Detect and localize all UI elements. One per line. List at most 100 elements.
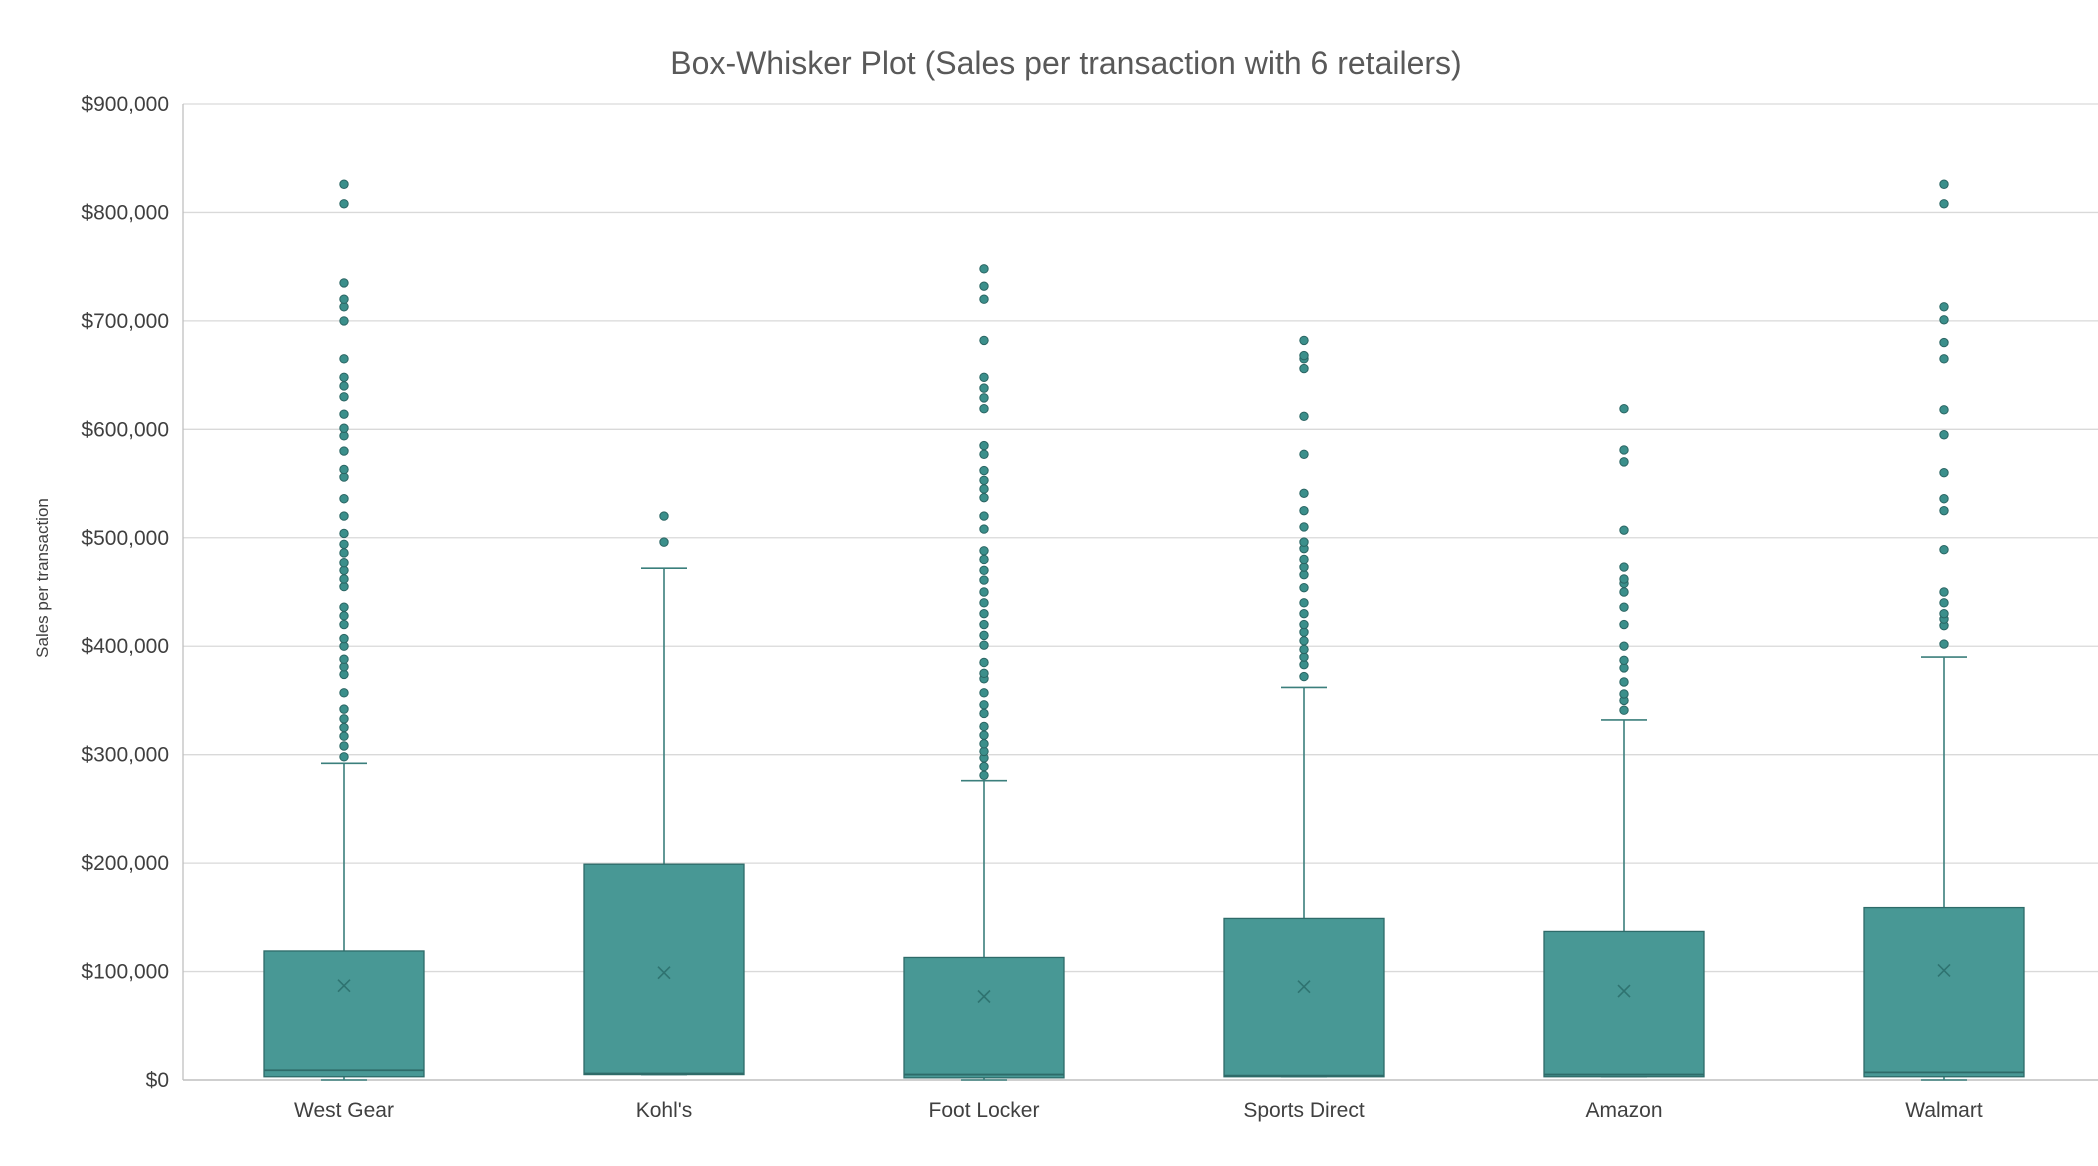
outlier-point	[1939, 608, 1949, 619]
outlier-point	[1299, 363, 1309, 374]
box-iqr	[1223, 917, 1385, 1078]
outlier-point	[1619, 619, 1629, 630]
outlier-point	[1939, 199, 1949, 209]
outlier-point	[659, 511, 669, 521]
y-tick-label: $800,000	[81, 201, 169, 224]
outlier-point	[1299, 619, 1309, 630]
outlier-point	[339, 654, 349, 664]
x-tick-label: Walmart	[1905, 1099, 1983, 1122]
outlier-point	[979, 465, 989, 476]
mean-marker	[657, 966, 671, 980]
outlier-point	[1299, 644, 1309, 655]
outlier-point	[1939, 315, 1949, 325]
outlier-point	[1299, 636, 1309, 646]
mean-marker	[1617, 984, 1631, 998]
x-tick-label: Sports Direct	[1243, 1099, 1365, 1122]
y-tick-label: $300,000	[81, 744, 169, 767]
outlier-point	[339, 316, 349, 326]
chart-title: Box-Whisker Plot (Sales per transaction …	[670, 45, 1461, 81]
outlier-point	[339, 619, 349, 630]
y-tick-label: $0	[146, 1069, 169, 1092]
outlier-point	[979, 721, 989, 732]
outlier-point	[339, 381, 349, 391]
outlier-point	[979, 404, 989, 414]
outlier-point	[1619, 574, 1629, 584]
outlier-point	[979, 281, 989, 291]
outlier-point	[979, 657, 989, 668]
outlier-point	[979, 730, 989, 740]
outlier-point	[979, 393, 989, 403]
mean-marker	[1937, 963, 1951, 978]
outlier-point	[1939, 179, 1949, 189]
outlier-point	[979, 524, 989, 534]
outlier-point	[1939, 354, 1949, 364]
outlier-point	[339, 511, 349, 521]
outlier-point	[979, 608, 989, 619]
outlier-point	[1299, 582, 1309, 593]
outlier-point	[339, 278, 349, 288]
y-axis-title: Sales per transaction	[33, 498, 52, 658]
box-series-5	[1863, 179, 2025, 1081]
outlier-point	[1299, 449, 1309, 459]
outlier-point	[339, 688, 349, 698]
outlier-point	[1619, 525, 1629, 535]
outlier-point	[339, 179, 349, 189]
outlier-point	[339, 741, 349, 751]
outlier-point	[339, 558, 349, 568]
box-series-4	[1543, 404, 1705, 1078]
outlier-point	[1619, 562, 1629, 572]
outlier-point	[979, 739, 989, 749]
x-tick-label: West Gear	[294, 1099, 394, 1122]
axes	[182, 104, 2098, 1081]
outlier-point	[979, 372, 989, 382]
outlier-point	[1299, 488, 1309, 499]
outlier-point	[339, 494, 349, 504]
outlier-point	[339, 464, 349, 475]
box-iqr	[1863, 906, 2025, 1078]
outlier-point	[339, 548, 349, 558]
mean-marker	[1297, 980, 1311, 994]
box-iqr	[583, 863, 745, 1076]
outlier-point	[979, 383, 989, 393]
outlier-point	[979, 770, 989, 780]
outlier-point	[1619, 689, 1629, 699]
outlier-point	[979, 440, 989, 451]
y-tick-label: $200,000	[81, 852, 169, 875]
outlier-point	[979, 587, 989, 597]
outlier-point	[979, 598, 989, 608]
outlier-point	[1299, 537, 1309, 547]
box-iqr	[263, 950, 425, 1078]
outlier-point	[339, 722, 349, 733]
y-tick-label: $400,000	[81, 635, 169, 658]
outlier-point	[1619, 457, 1629, 467]
outlier-point	[339, 602, 349, 612]
outlier-point	[339, 409, 349, 419]
outlier-point	[979, 619, 989, 630]
outlier-point	[339, 752, 349, 762]
outlier-point	[979, 700, 989, 710]
box-iqr	[1543, 930, 1705, 1078]
outlier-point	[1939, 598, 1949, 608]
y-axis-ticks: $0 $100,000 $200,000 $300,000 $400,000 $500,0…	[81, 93, 169, 1092]
outlier-point	[339, 199, 349, 209]
outlier-point	[1619, 655, 1629, 666]
outlier-point	[979, 511, 989, 521]
y-tick-label: $900,000	[81, 93, 169, 116]
outlier-point	[1299, 350, 1309, 361]
outlier-point	[339, 714, 349, 724]
outlier-point	[1619, 404, 1629, 414]
outlier-point	[1299, 608, 1309, 619]
outlier-point	[339, 633, 349, 644]
outlier-point	[339, 294, 349, 304]
gridlines	[183, 103, 2098, 973]
y-tick-label: $100,000	[81, 961, 169, 984]
outlier-point	[339, 539, 349, 549]
outlier-point	[1939, 468, 1949, 478]
x-axis-ticks: West Gear Kohl's Foot Locker Sports Direct A…	[294, 1099, 1983, 1122]
outlier-point	[1619, 677, 1629, 687]
box-series-2	[903, 264, 1065, 1081]
outlier-point	[339, 372, 349, 382]
outlier-point	[339, 354, 349, 364]
outlier-point	[339, 611, 349, 621]
